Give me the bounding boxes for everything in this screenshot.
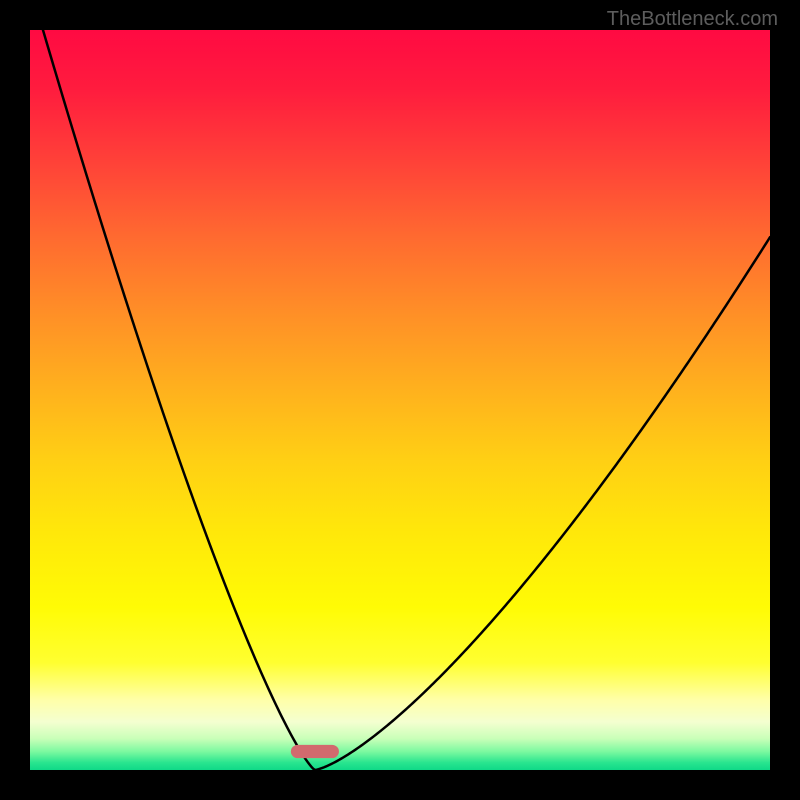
plot-svg bbox=[30, 30, 770, 770]
watermark-text: TheBottleneck.com bbox=[607, 8, 778, 31]
plot-area bbox=[30, 30, 770, 770]
optimal-marker bbox=[291, 745, 339, 758]
chart-container: TheBottleneck.com bbox=[0, 0, 800, 800]
gradient-background bbox=[30, 30, 770, 770]
